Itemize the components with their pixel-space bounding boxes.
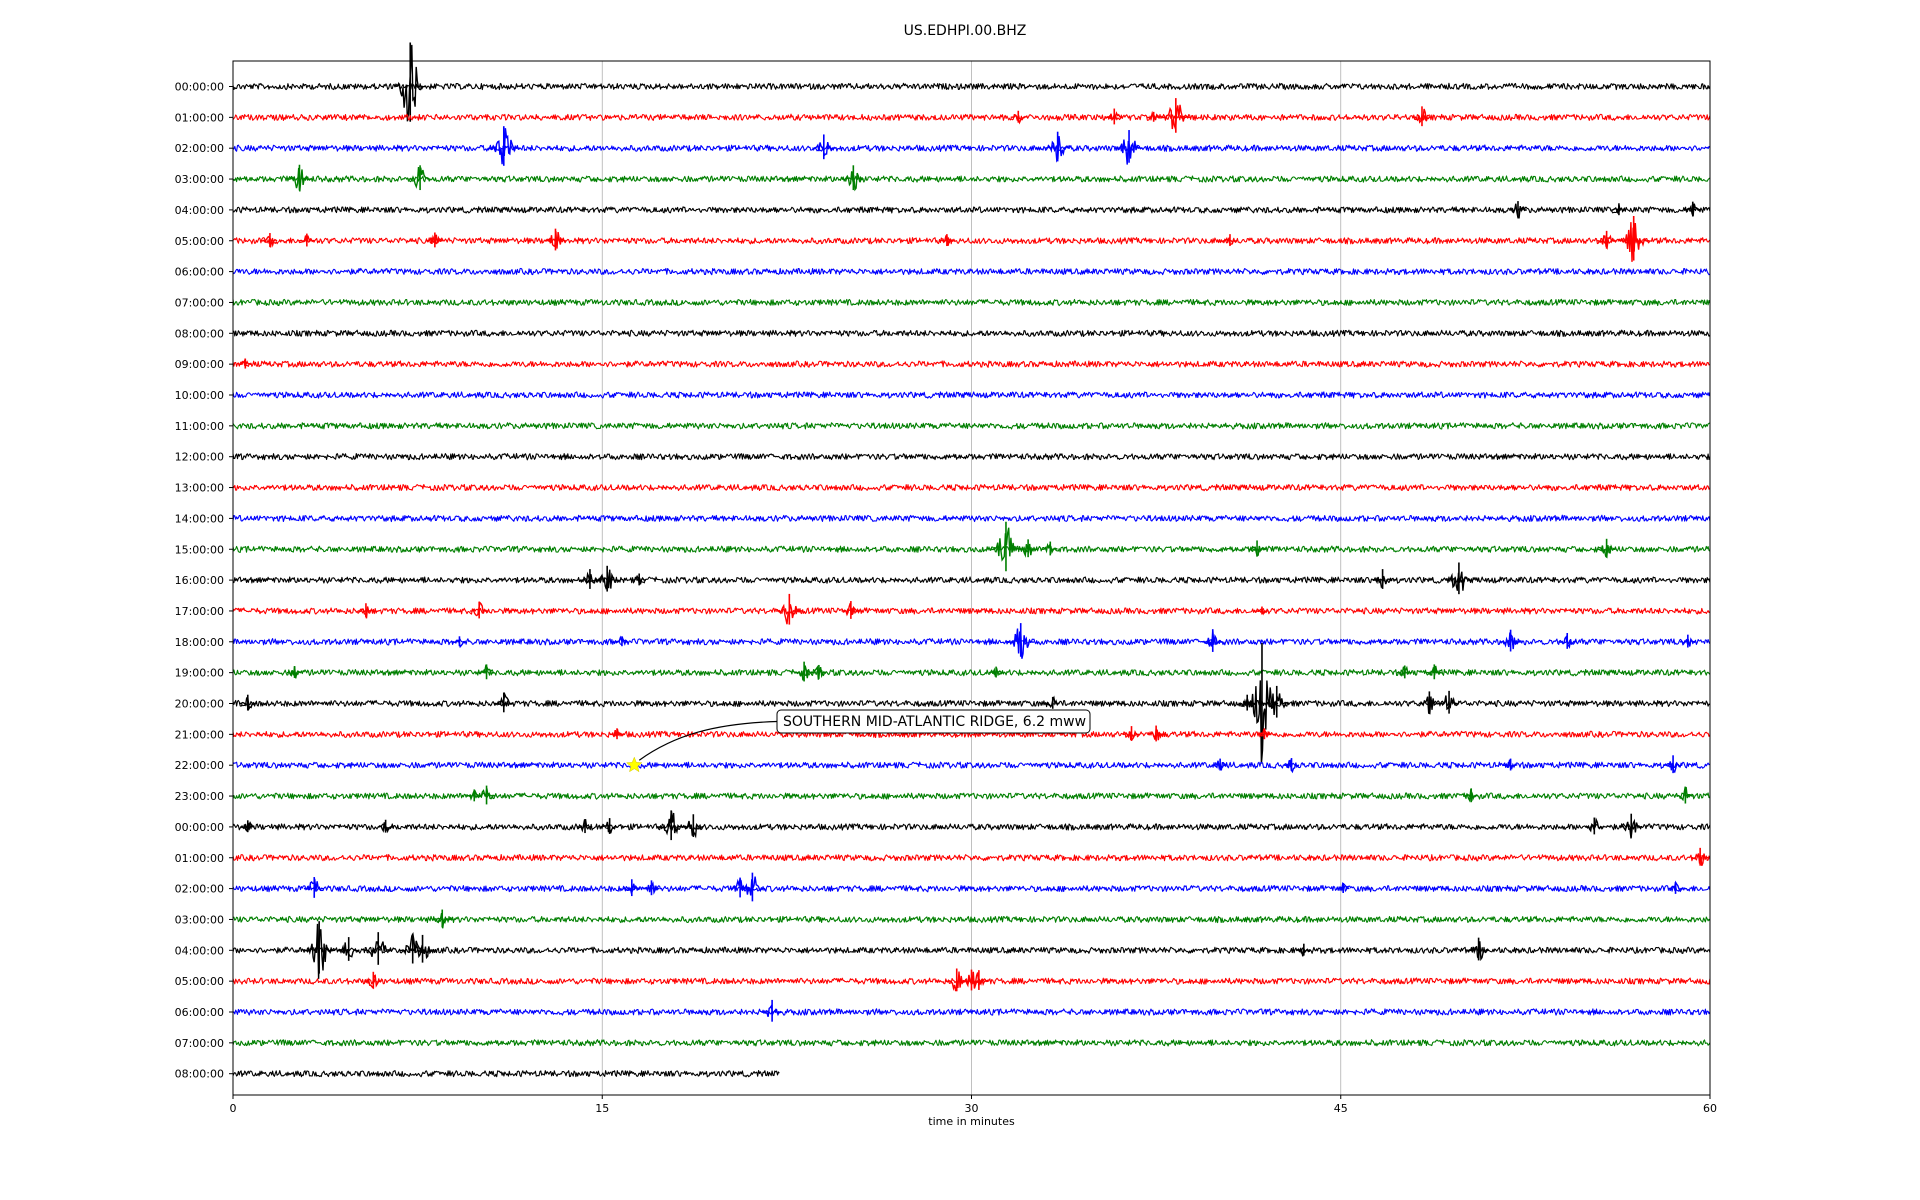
- trace-row: [232, 545, 1711, 553]
- x-axis: 0 15 30 45 60: [230, 1095, 1717, 1115]
- row-time-label: 02:00:00: [175, 142, 224, 155]
- trace-row: [232, 267, 1711, 276]
- row-time-label: 10:00:00: [175, 389, 224, 402]
- row-time-label: 17:00:00: [175, 605, 224, 618]
- row-time-label: 13:00:00: [175, 482, 224, 495]
- event-label: SOUTHERN MID-ATLANTIC RIDGE, 6.2 mww: [783, 714, 1086, 730]
- event-star-marker: [625, 756, 643, 773]
- trace-row: [232, 823, 1711, 831]
- seismic-burst: [1509, 203, 1527, 219]
- trace-row: [232, 113, 1711, 122]
- row-time-label: 00:00:00: [175, 81, 224, 94]
- trace-row: [232, 1039, 1711, 1047]
- trace-row: [232, 854, 1711, 862]
- x-tick-label: 15: [595, 1102, 609, 1115]
- trace-row: [232, 453, 1711, 461]
- row-time-label: 04:00:00: [175, 944, 224, 957]
- trace-row: [232, 668, 1711, 677]
- trace-row: [232, 1070, 780, 1078]
- x-axis-label: time in minutes: [928, 1115, 1015, 1128]
- row-time-label: 07:00:00: [175, 1037, 224, 1050]
- chart-title: US.EDHPI.00.BHZ: [904, 23, 1027, 39]
- trace-row: [232, 946, 1711, 954]
- row-time-label: 00:00:00: [175, 821, 224, 834]
- trace-group: [232, 42, 1711, 1078]
- row-time-label: 02:00:00: [175, 883, 224, 896]
- row-time-label: 19:00:00: [175, 667, 224, 680]
- row-time-label: 15:00:00: [175, 543, 224, 556]
- trace-row: [232, 298, 1711, 307]
- trace-row: [232, 638, 1711, 646]
- row-time-label: 23:00:00: [175, 790, 224, 803]
- row-time-label: 21:00:00: [175, 728, 224, 741]
- row-time-label: 05:00:00: [175, 235, 224, 248]
- row-time-label: 07:00:00: [175, 296, 224, 309]
- x-tick-label: 60: [1703, 1102, 1717, 1115]
- trace-row: [232, 329, 1711, 338]
- trace-row: [232, 699, 1711, 708]
- trace-row: [232, 391, 1711, 399]
- row-time-label: 14:00:00: [175, 512, 224, 525]
- row-time-label: 11:00:00: [175, 420, 224, 433]
- trace-row: [232, 237, 1711, 245]
- trace-row: [232, 884, 1711, 893]
- x-tick-label: 45: [1334, 1102, 1348, 1115]
- trace-row: [232, 761, 1711, 769]
- row-time-label: 01:00:00: [175, 111, 224, 124]
- row-time-label: 06:00:00: [175, 266, 224, 279]
- event-annotation: SOUTHERN MID-ATLANTIC RIDGE, 6.2 mww: [625, 709, 1091, 773]
- row-time-label: 06:00:00: [175, 1006, 224, 1019]
- row-time-label: 08:00:00: [175, 1068, 224, 1081]
- trace-row: [232, 206, 1711, 214]
- row-time-label: 20:00:00: [175, 698, 224, 711]
- row-labels: 00:00:00 01:00:00 02:00:00 03:00:00 04:00:00…: [175, 81, 233, 1081]
- x-tick-label: 30: [965, 1102, 979, 1115]
- seismic-burst: [1620, 818, 1643, 839]
- annotation-box: [776, 709, 1091, 734]
- x-tick-label: 0: [230, 1102, 237, 1115]
- row-time-label: 22:00:00: [175, 759, 224, 772]
- trace-row: [232, 1008, 1711, 1016]
- trace-row: [232, 82, 1711, 91]
- row-time-label: 12:00:00: [175, 451, 224, 464]
- trace-row: [232, 730, 1711, 739]
- row-time-label: 03:00:00: [175, 173, 224, 186]
- trace-row: [232, 483, 1711, 492]
- row-time-label: 04:00:00: [175, 204, 224, 217]
- seismic-burst: [1418, 696, 1440, 715]
- trace-row: [232, 422, 1711, 430]
- trace-row: [232, 514, 1711, 523]
- row-time-label: 05:00:00: [175, 975, 224, 988]
- trace-row: [232, 360, 1711, 368]
- row-time-label: 09:00:00: [175, 358, 224, 371]
- trace-row: [232, 915, 1711, 924]
- trace-row: [232, 175, 1711, 183]
- annotation-arrow: [638, 720, 778, 761]
- row-time-label: 16:00:00: [175, 574, 224, 587]
- seismic-burst: [810, 665, 827, 680]
- row-time-label: 18:00:00: [175, 636, 224, 649]
- row-time-label: 08:00:00: [175, 327, 224, 340]
- row-time-label: 01:00:00: [175, 852, 224, 865]
- trace-row: [232, 144, 1711, 152]
- row-time-label: 03:00:00: [175, 913, 224, 926]
